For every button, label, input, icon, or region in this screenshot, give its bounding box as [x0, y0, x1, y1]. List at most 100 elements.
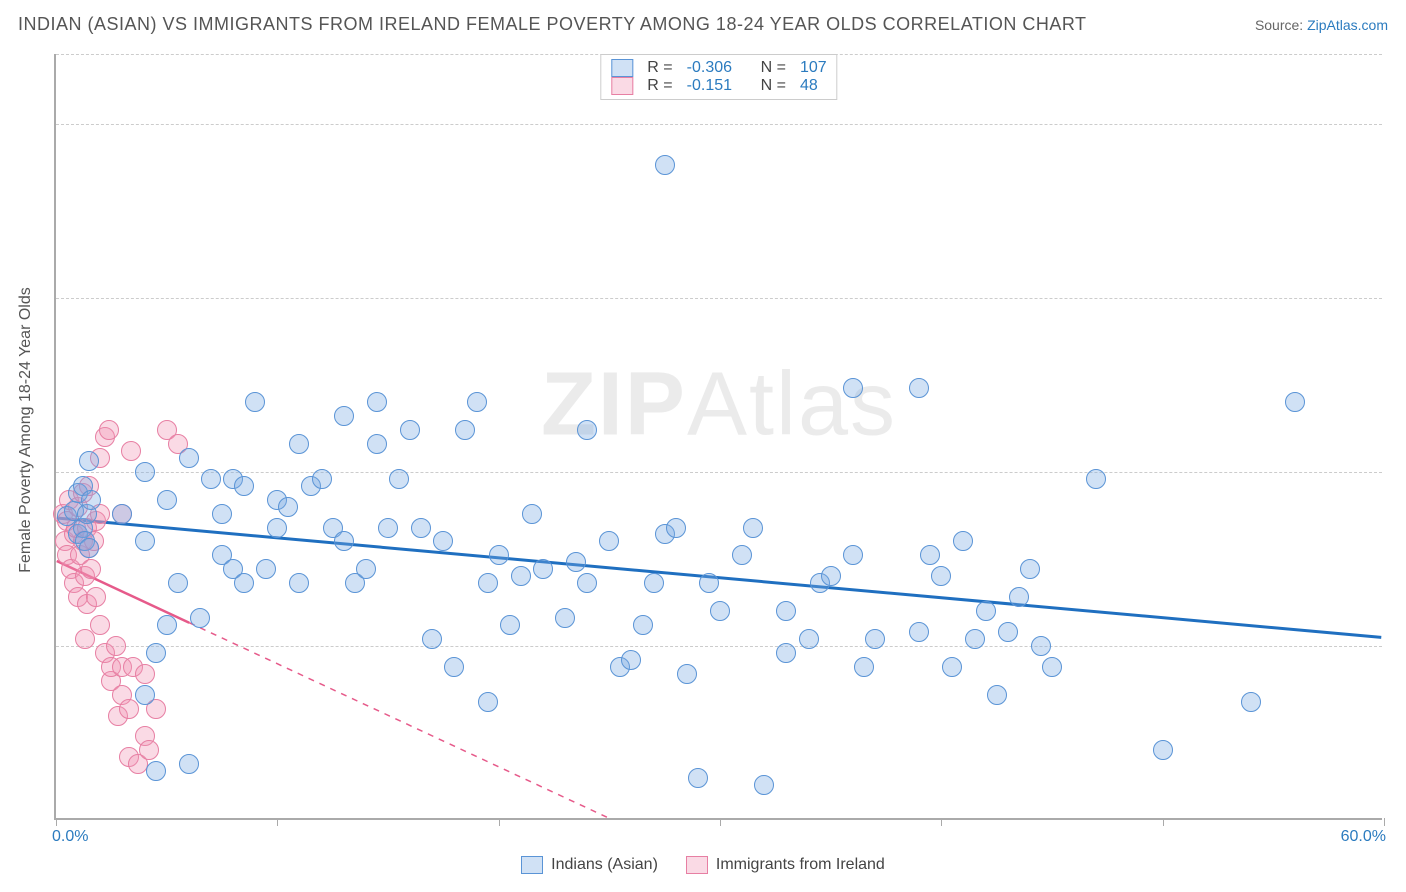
x-tick: [56, 818, 57, 826]
data-point-indian: [743, 518, 763, 538]
x-tick: [1163, 818, 1164, 826]
data-point-indian: [821, 566, 841, 586]
x-axis-max-label: 60.0%: [1341, 828, 1386, 846]
data-point-indian: [1042, 657, 1062, 677]
data-point-indian: [289, 434, 309, 454]
data-point-indian: [1009, 587, 1029, 607]
legend-n-value-ireland: 48: [800, 77, 818, 95]
legend-label-indian: Indians (Asian): [551, 856, 658, 874]
data-point-indian: [965, 629, 985, 649]
data-point-indian: [334, 531, 354, 551]
data-point-indian: [799, 629, 819, 649]
x-axis-min-label: 0.0%: [52, 828, 88, 846]
x-tick: [720, 818, 721, 826]
watermark-atlas: Atlas: [687, 355, 897, 455]
source-prefix: Source:: [1255, 17, 1307, 33]
data-point-indian: [168, 573, 188, 593]
data-point-indian: [577, 420, 597, 440]
data-point-indian: [135, 462, 155, 482]
legend-bottom-item-ireland: Immigrants from Ireland: [686, 856, 885, 874]
x-tick: [1384, 818, 1385, 826]
data-point-indian: [754, 775, 774, 795]
gridline-h: [56, 298, 1382, 299]
trend-lines-svg: [56, 54, 1382, 818]
legend-top-row-ireland: R =-0.151N =48: [611, 77, 826, 95]
data-point-indian: [135, 685, 155, 705]
legend-swatch-ireland: [686, 856, 708, 874]
legend-r-label: R =: [647, 59, 672, 77]
chart-title: INDIAN (ASIAN) VS IMMIGRANTS FROM IRELAN…: [18, 14, 1087, 35]
source-link[interactable]: ZipAtlas.com: [1307, 17, 1388, 33]
data-point-ireland: [86, 587, 106, 607]
data-point-indian: [455, 420, 475, 440]
data-point-indian: [533, 559, 553, 579]
legend-n-label: N =: [761, 59, 786, 77]
data-point-indian: [621, 650, 641, 670]
legend-r-label: R =: [647, 77, 672, 95]
data-point-indian: [1285, 392, 1305, 412]
data-point-ireland: [135, 664, 155, 684]
data-point-indian: [467, 392, 487, 412]
data-point-indian: [522, 504, 542, 524]
data-point-indian: [931, 566, 951, 586]
watermark: ZIPAtlas: [541, 354, 897, 457]
data-point-indian: [909, 622, 929, 642]
data-point-indian: [334, 406, 354, 426]
data-point-indian: [655, 155, 675, 175]
data-point-indian: [212, 504, 232, 524]
data-point-indian: [278, 497, 298, 517]
data-point-indian: [245, 392, 265, 412]
data-point-indian: [1153, 740, 1173, 760]
y-tick-label: 37.5%: [1392, 289, 1406, 307]
data-point-indian: [289, 573, 309, 593]
title-bar: INDIAN (ASIAN) VS IMMIGRANTS FROM IRELAN…: [18, 14, 1388, 35]
data-point-indian: [865, 629, 885, 649]
data-point-indian: [1031, 636, 1051, 656]
data-point-indian: [776, 601, 796, 621]
data-point-indian: [190, 608, 210, 628]
gridline-h: [56, 646, 1382, 647]
data-point-indian: [378, 518, 398, 538]
gridline-h: [56, 124, 1382, 125]
legend-r-value-indian: -0.306: [687, 59, 747, 77]
legend-top-row-indian: R = -0.306 N = 107: [611, 59, 826, 77]
legend-n-value-indian: 107: [800, 59, 827, 77]
legend-label-ireland: Immigrants from Ireland: [716, 856, 885, 874]
data-point-indian: [234, 573, 254, 593]
data-point-indian: [953, 531, 973, 551]
data-point-indian: [367, 434, 387, 454]
legend-bottom-item-indian: Indians (Asian): [521, 856, 658, 874]
data-point-indian: [843, 545, 863, 565]
data-point-indian: [356, 559, 376, 579]
data-point-ireland: [139, 740, 159, 760]
data-point-indian: [112, 504, 132, 524]
data-point-indian: [478, 692, 498, 712]
data-point-ireland: [119, 699, 139, 719]
data-point-indian: [566, 552, 586, 572]
data-point-indian: [1020, 559, 1040, 579]
data-point-indian: [500, 615, 520, 635]
data-point-indian: [256, 559, 276, 579]
legend-swatch-indian: [521, 856, 543, 874]
gridline-h: [56, 472, 1382, 473]
data-point-indian: [677, 664, 697, 684]
data-point-indian: [942, 657, 962, 677]
data-point-indian: [644, 573, 664, 593]
source-attribution: Source: ZipAtlas.com: [1255, 17, 1388, 33]
data-point-indian: [411, 518, 431, 538]
gridline-h: [56, 54, 1382, 55]
data-point-indian: [400, 420, 420, 440]
data-point-ireland: [75, 629, 95, 649]
data-point-indian: [666, 518, 686, 538]
data-point-indian: [367, 392, 387, 412]
data-point-indian: [511, 566, 531, 586]
data-point-indian: [976, 601, 996, 621]
data-point-indian: [1241, 692, 1261, 712]
data-point-indian: [998, 622, 1018, 642]
watermark-zip: ZIP: [541, 355, 687, 455]
data-point-indian: [633, 615, 653, 635]
y-tick-label: 25.0%: [1392, 463, 1406, 481]
data-point-indian: [710, 601, 730, 621]
data-point-indian: [699, 573, 719, 593]
data-point-indian: [312, 469, 332, 489]
